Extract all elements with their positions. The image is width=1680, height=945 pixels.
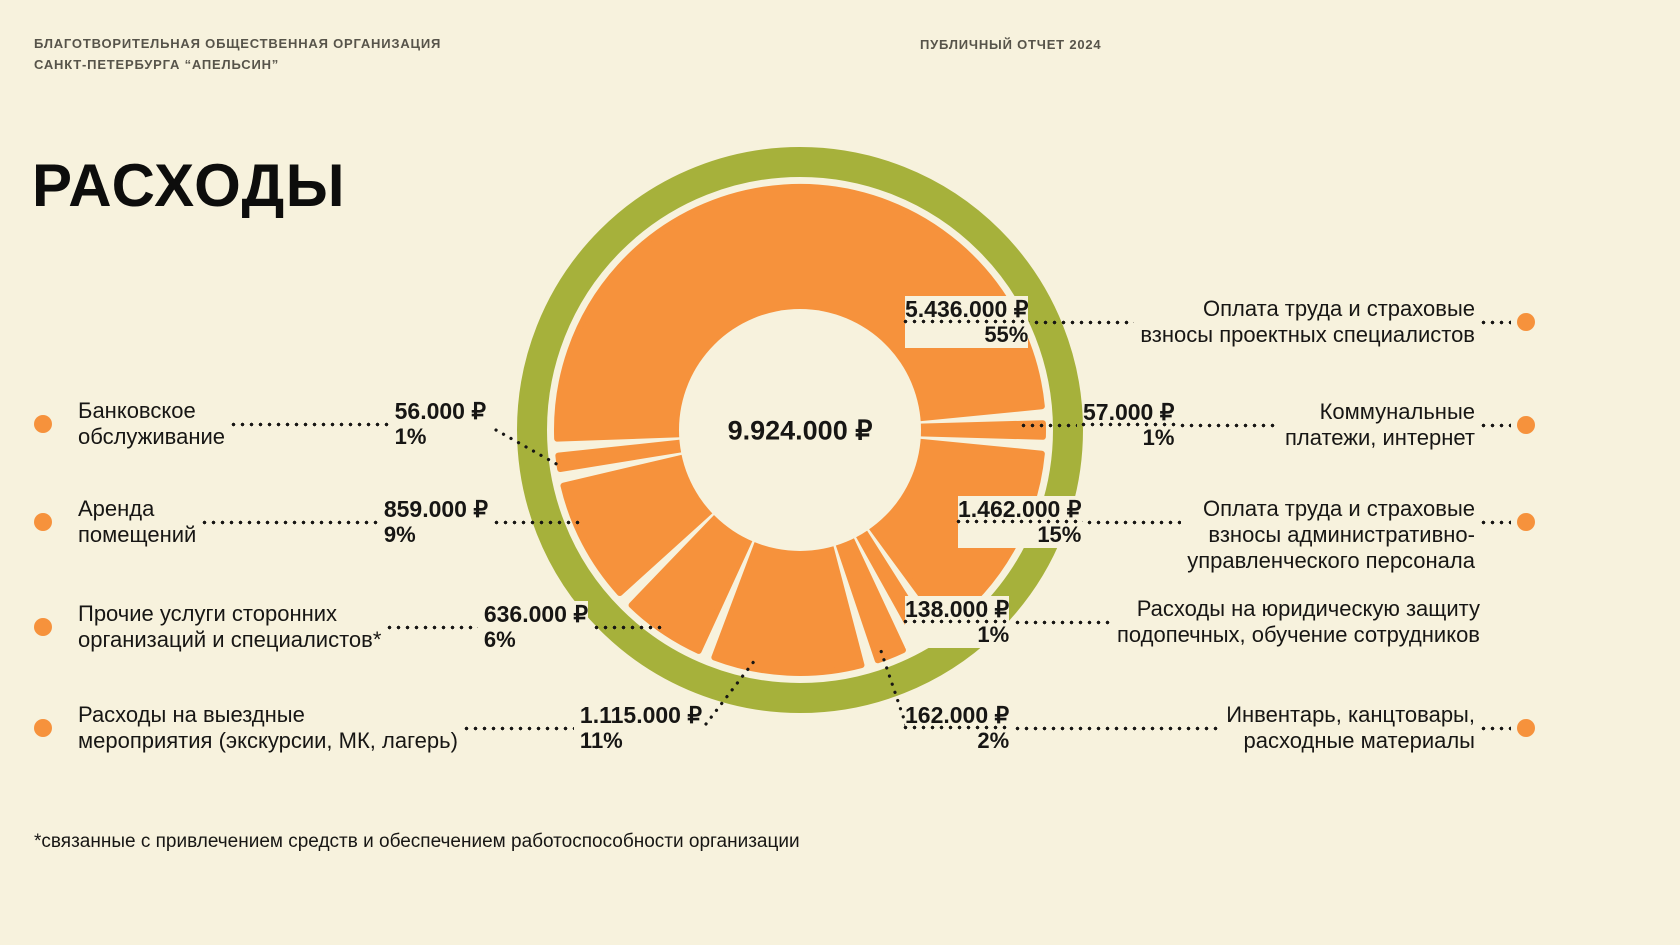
callout-value: 1.462.000 ₽ 15% — [955, 496, 1084, 548]
callout-dot — [1517, 313, 1535, 331]
callout-legal-training: 138.000 ₽ 1% Расходы на юридическую защи… — [902, 596, 1480, 648]
leader-line — [494, 519, 582, 525]
callout-utilities: 57.000 ₽ 1% Коммунальные платежи, интерн… — [1015, 399, 1535, 451]
leader-line — [231, 421, 389, 427]
callout-amount: 5.436.000 ₽ — [905, 296, 1029, 322]
callout-dot — [34, 719, 52, 737]
callout-dot — [34, 618, 52, 636]
callout-project-salaries: 5.436.000 ₽ 55% Оплата труда и страховые… — [902, 296, 1535, 348]
callout-amount: 636.000 ₽ — [483, 601, 588, 627]
pie-slices-group — [554, 183, 1046, 676]
callout-value: 162.000 ₽ 2% — [902, 702, 1012, 754]
callout-label: Оплата труда и страховые взносы проектны… — [1140, 296, 1475, 348]
callout-value: 859.000 ₽ 9% — [383, 496, 488, 548]
leader-line — [1180, 422, 1279, 428]
organization-name: БЛАГОТВОРИТЕЛЬНАЯ ОБЩЕСТВЕННАЯ ОРГАНИЗАЦ… — [34, 36, 442, 72]
leader-diagonals — [494, 428, 908, 727]
orange-rind-ring — [517, 147, 1083, 713]
callout-amount: 162.000 ₽ — [905, 702, 1010, 728]
leader-line-inventory — [878, 646, 908, 727]
callout-label: Прочие услуги сторонних организаций и сп… — [78, 601, 382, 653]
callout-bank-services: Банковское обслуживание 56.000 ₽ 1% — [34, 398, 486, 450]
callout-percent: 1% — [977, 622, 1010, 647]
callout-label: Инвентарь, канцтовары, расходные материа… — [1226, 702, 1475, 754]
callout-inventory-supplies: 162.000 ₽ 2% Инвентарь, канцтовары, расх… — [902, 702, 1535, 754]
callout-dot — [34, 415, 52, 433]
callout-percent: 9% — [383, 522, 416, 547]
callout-amount: 1.115.000 ₽ — [579, 702, 702, 728]
callout-dot — [34, 513, 52, 531]
leader-line — [1087, 519, 1182, 525]
callout-percent: 1% — [394, 424, 427, 449]
callout-value: 57.000 ₽ 1% — [1080, 399, 1177, 451]
callout-percent: 2% — [977, 728, 1010, 753]
page-title: РАСХОДЫ — [32, 152, 346, 219]
leader-line — [1481, 519, 1511, 525]
callout-dot — [1517, 719, 1535, 737]
leader-line — [463, 725, 574, 731]
callout-value: 56.000 ₽ 1% — [394, 398, 486, 450]
callout-percent: 15% — [1037, 522, 1082, 547]
callout-percent: 11% — [579, 728, 623, 753]
callout-percent: 55% — [984, 322, 1029, 347]
leader-line — [202, 519, 378, 525]
callout-value: 636.000 ₽ 6% — [483, 601, 588, 653]
callout-label: Расходы на выездные мероприятия (экскурс… — [78, 702, 458, 754]
leader-line — [1015, 725, 1221, 731]
total-amount: 9.924.000 ₽ — [727, 415, 873, 446]
leader-line — [594, 624, 662, 630]
callout-value: 5.436.000 ₽ 55% — [902, 296, 1031, 348]
leader-line — [1481, 319, 1511, 325]
callout-dot — [1517, 416, 1535, 434]
donut-center-circle — [679, 309, 921, 551]
footnote: *связанные с привлечением средств и обес… — [34, 831, 800, 852]
callout-label: Расходы на юридическую защиту подопечных… — [1116, 596, 1480, 648]
callout-rent: Аренда помещений 859.000 ₽ 9% — [34, 496, 582, 548]
leader-line — [1034, 319, 1135, 325]
callout-amount: 56.000 ₽ — [394, 398, 486, 424]
callout-label: Аренда помещений — [78, 496, 197, 548]
callout-value: 138.000 ₽ 1% — [902, 596, 1012, 648]
callout-dot — [1517, 513, 1535, 531]
callout-amount: 859.000 ₽ — [383, 496, 488, 522]
leader-line — [1021, 422, 1077, 428]
callout-label: Оплата труда и страховые взносы админист… — [1187, 496, 1475, 574]
leader-line — [387, 624, 478, 630]
callout-admin-salaries: 1.462.000 ₽ 15% Оплата труда и страховые… — [955, 496, 1535, 574]
callout-amount: 57.000 ₽ — [1083, 399, 1175, 425]
callout-outing-events: Расходы на выездные мероприятия (экскурс… — [34, 702, 702, 754]
leader-line — [1481, 725, 1511, 731]
callout-other-services: Прочие услуги сторонних организаций и сп… — [34, 601, 662, 653]
callout-value: 1.115.000 ₽ 11% — [579, 702, 702, 754]
callout-amount: 138.000 ₽ — [905, 596, 1010, 622]
callout-label: Коммунальные платежи, интернет — [1284, 399, 1475, 451]
callout-label: Банковское обслуживание — [78, 398, 226, 450]
leader-line — [1015, 619, 1111, 625]
report-label: ПУБЛИЧНЫЙ ОТЧЕТ 2024 — [920, 37, 1102, 52]
leader-line — [1481, 422, 1511, 428]
callout-percent: 1% — [1142, 425, 1175, 450]
leader-line-bank — [494, 428, 562, 468]
callout-amount: 1.462.000 ₽ — [958, 496, 1082, 522]
callout-percent: 6% — [483, 627, 516, 652]
